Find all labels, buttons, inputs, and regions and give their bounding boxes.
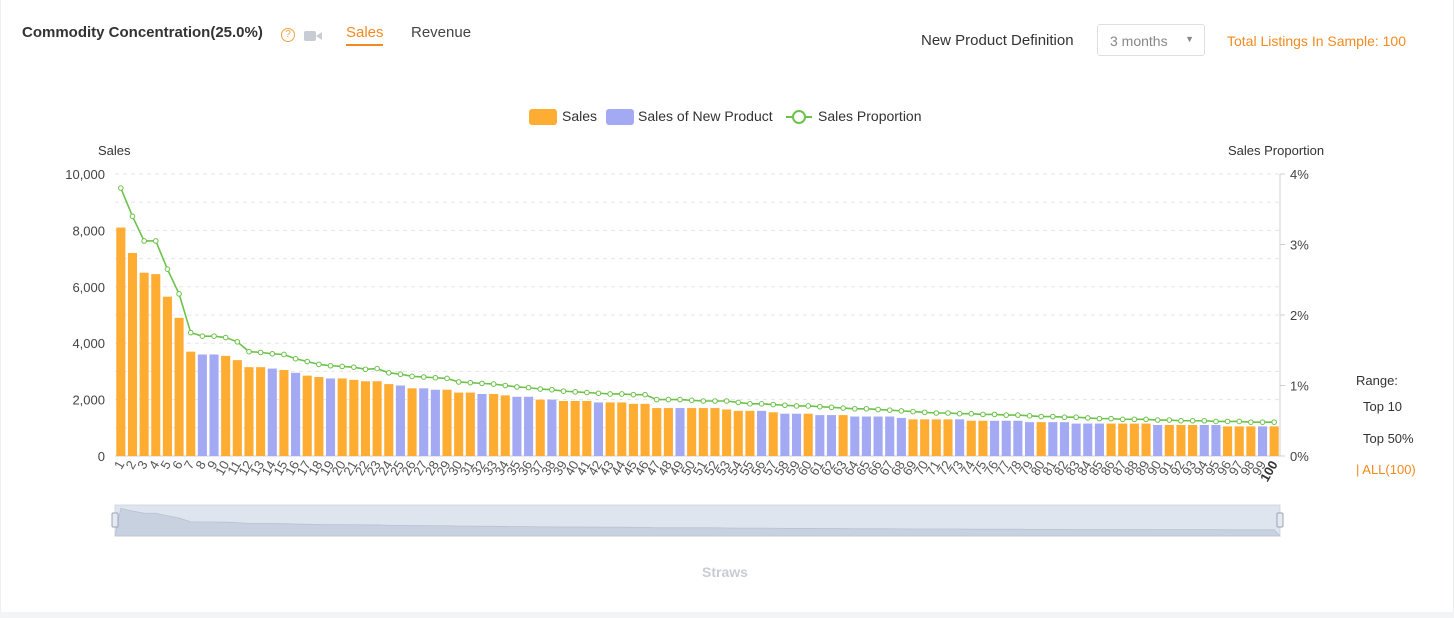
- select-value: 3 months: [1110, 33, 1168, 49]
- panel-bottom-strip: [0, 612, 1454, 618]
- chart-legend[interactable]: Sales Sales of New Product Sales Proport…: [529, 108, 922, 125]
- range-label: Range:: [1356, 373, 1398, 388]
- zoom-selection[interactable]: [115, 505, 1280, 536]
- video-camera-icon[interactable]: [304, 30, 322, 42]
- range-option-top-10[interactable]: Top 10: [1363, 399, 1403, 414]
- zoom-slider[interactable]: [111, 504, 1284, 537]
- legend-sales-swatch[interactable]: [529, 109, 557, 125]
- new-product-definition-select[interactable]: 3 months ▼: [1097, 24, 1205, 56]
- page-title: Commodity Concentration(25.0%): [22, 24, 263, 41]
- tab-sales-underline: [346, 44, 383, 46]
- legend-new-product-swatch[interactable]: [606, 109, 634, 125]
- question-circle-icon[interactable]: ?: [281, 28, 295, 42]
- legend-proportion-marker[interactable]: [792, 110, 806, 124]
- legend-new-product-label[interactable]: Sales of New Product: [638, 108, 773, 124]
- zoom-preview-area: [114, 507, 1281, 537]
- zoom-handle-right[interactable]: [1276, 512, 1284, 528]
- range-option-all[interactable]: | ALL(100): [1356, 462, 1416, 477]
- legend-proportion-label[interactable]: Sales Proportion: [818, 108, 922, 124]
- total-listings-text: Total Listings In Sample: 100: [1227, 33, 1406, 49]
- range-option-top-50-percent[interactable]: Top 50%: [1363, 431, 1414, 446]
- tab-revenue[interactable]: Revenue: [411, 24, 472, 41]
- new-product-definition-label: New Product Definition: [921, 32, 1074, 49]
- caret-down-icon: ▼: [1185, 34, 1194, 44]
- legend-sales-label[interactable]: Sales: [562, 108, 597, 124]
- tab-sales[interactable]: Sales: [346, 24, 384, 41]
- zoom-handle-left[interactable]: [111, 512, 119, 528]
